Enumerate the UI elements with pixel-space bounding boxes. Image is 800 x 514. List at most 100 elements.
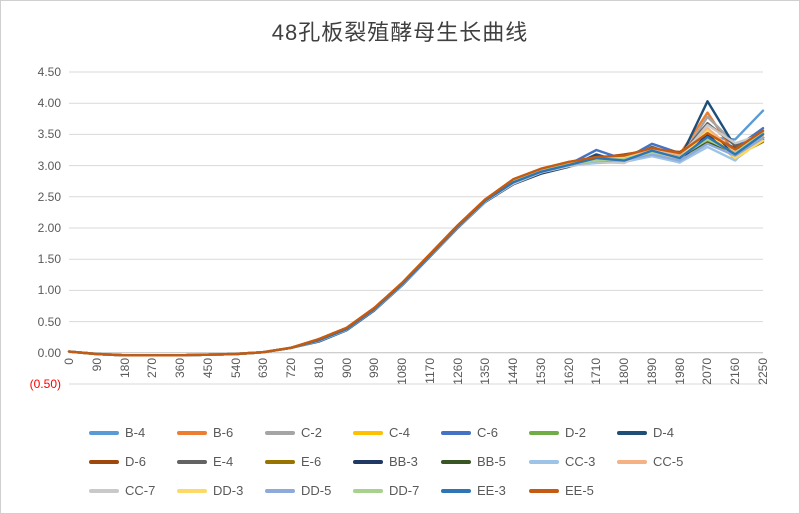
- x-axis-tick-label-text: 990: [367, 358, 382, 379]
- legend-item-label: D-6: [125, 454, 146, 469]
- legend-item-dd-5: DD-5: [265, 476, 353, 505]
- legend-item-e-6: E-6: [265, 447, 353, 476]
- x-axis-tick-label-text: 1800: [617, 358, 632, 385]
- y-axis-tick-label: 3.00: [37, 158, 61, 173]
- legend-item-label: E-6: [301, 454, 322, 469]
- y-axis-tick-label: 4.00: [37, 96, 61, 111]
- legend-swatch: [441, 488, 471, 493]
- legend-item-d-2: D-2: [529, 418, 617, 447]
- legend-item-e-4: E-4: [177, 447, 265, 476]
- legend-item-label: B-6: [213, 425, 234, 440]
- legend-swatch: [265, 430, 295, 435]
- y-axis-tick-label: 2.00: [37, 221, 61, 235]
- legend-item-cc-5: CC-5: [617, 447, 705, 476]
- legend-item-b-6: B-6: [177, 418, 265, 447]
- legend-item-label: EE-3: [477, 483, 506, 498]
- chart-title: 48孔板裂殖酵母生长曲线: [271, 20, 529, 45]
- legend-swatch: [441, 459, 471, 464]
- legend-item-c-4: C-4: [353, 418, 441, 447]
- series-line-b-4: [67, 109, 765, 357]
- legend-swatch: [265, 488, 295, 493]
- legend-item-label: D-4: [653, 425, 674, 440]
- y-axis-tick-label: 3.50: [37, 127, 61, 142]
- x-axis-tick-label-text: 1440: [506, 358, 521, 385]
- x-axis-tick-label-text: 1350: [478, 358, 493, 385]
- x-axis-tick-label-text: 0: [62, 358, 76, 365]
- legend-swatch: [177, 430, 207, 435]
- legend-item-label: CC-7: [125, 483, 156, 498]
- legend-swatch: [353, 488, 383, 493]
- legend-item-d-6: D-6: [89, 447, 177, 476]
- x-axis-tick-label-text: 1710: [589, 358, 604, 385]
- y-axis-tick-label: (0.50): [29, 377, 61, 391]
- y-axis-tick-label: 0.50: [37, 314, 61, 329]
- legend-item-label: DD-5: [301, 483, 332, 498]
- series-line-bb-3: [67, 133, 765, 357]
- legend-item-label: B-4: [125, 425, 146, 440]
- legend-item-label: EE-5: [565, 483, 594, 498]
- x-axis-tick-label-text: 2070: [700, 358, 715, 385]
- series-line-ee-3: [67, 133, 765, 357]
- legend-item-label: E-4: [213, 454, 234, 469]
- legend-item-c-2: C-2: [265, 418, 353, 447]
- legend-swatch: [441, 430, 471, 435]
- legend-item-dd-3: DD-3: [177, 476, 265, 505]
- legend-swatch: [89, 430, 119, 435]
- y-axis-tick-label: 4.50: [37, 65, 61, 79]
- legend-swatch: [89, 488, 119, 493]
- x-axis-tick-label-text: 1530: [533, 358, 548, 385]
- y-axis-tick-label: 0.00: [37, 345, 61, 360]
- x-axis-tick-label-text: 720: [284, 358, 299, 379]
- legend-item-bb-3: BB-3: [353, 447, 441, 476]
- legend-item-label: DD-3: [213, 483, 244, 498]
- legend-swatch: [529, 459, 559, 464]
- x-axis-tick-label-text: 450: [200, 358, 215, 379]
- x-axis-tick-label-text: 360: [173, 358, 188, 379]
- y-axis-tick-label: 2.50: [37, 189, 61, 204]
- x-axis-tick-label-text: 540: [228, 358, 243, 379]
- legend-swatch: [353, 430, 383, 435]
- legend-item-label: BB-3: [389, 454, 418, 469]
- x-axis-tick-label-text: 2250: [756, 358, 770, 385]
- series-line-d-6: [67, 133, 765, 357]
- legend-item-label: CC-3: [565, 454, 596, 469]
- legend-item-d-4: D-4: [617, 418, 705, 447]
- legend-item-ee-5: EE-5: [529, 476, 617, 505]
- legend-item-label: C-4: [389, 425, 410, 440]
- legend-item-label: C-6: [477, 425, 498, 440]
- legend-item-label: DD-7: [389, 483, 420, 498]
- x-axis-tick-label-text: 1980: [672, 358, 687, 385]
- x-axis-tick-label-text: 2160: [728, 358, 743, 385]
- legend-swatch: [353, 459, 383, 464]
- legend-swatch: [177, 459, 207, 464]
- series-line-dd-5: [67, 136, 765, 357]
- x-axis-tick-label-text: 1890: [644, 358, 659, 385]
- legend-item-cc-3: CC-3: [529, 447, 617, 476]
- series-line-ee-5: [67, 129, 765, 357]
- x-axis-tick-label-text: 810: [311, 358, 326, 379]
- legend-swatch: [265, 459, 295, 464]
- y-axis-tick-label: 1.00: [37, 283, 61, 298]
- legend-item-label: D-2: [565, 425, 586, 440]
- y-axis-tick-label: 1.50: [37, 252, 61, 267]
- legend-item-label: CC-5: [653, 454, 684, 469]
- legend-item-bb-5: BB-5: [441, 447, 529, 476]
- legend-swatch: [529, 488, 559, 493]
- x-axis-tick-label-text: 1260: [450, 358, 465, 385]
- legend-swatch: [177, 488, 207, 493]
- x-axis-tick-label-text: 630: [256, 358, 271, 379]
- x-axis-tick-label-text: 900: [339, 358, 354, 379]
- x-axis-tick-label-text: 1170: [422, 358, 437, 384]
- legend-item-dd-7: DD-7: [353, 476, 441, 505]
- x-axis-tick-label-text: 1620: [561, 358, 576, 385]
- x-axis-tick-label-text: 270: [145, 358, 160, 379]
- legend-swatch: [529, 430, 559, 435]
- x-axis-tick-label-text: 1080: [395, 358, 410, 385]
- legend-item-label: BB-5: [477, 454, 506, 469]
- legend-swatch: [617, 430, 647, 435]
- legend: B-4 B-6 C-2 C-4 C-6 D-2 D-4 D-6 E-4 E-6 BB-3 BB-5 CC…: [89, 418, 711, 505]
- legend-item-label: C-2: [301, 425, 322, 440]
- x-axis-tick-label-text: 180: [117, 358, 132, 379]
- legend-item-b-4: B-4: [89, 418, 177, 447]
